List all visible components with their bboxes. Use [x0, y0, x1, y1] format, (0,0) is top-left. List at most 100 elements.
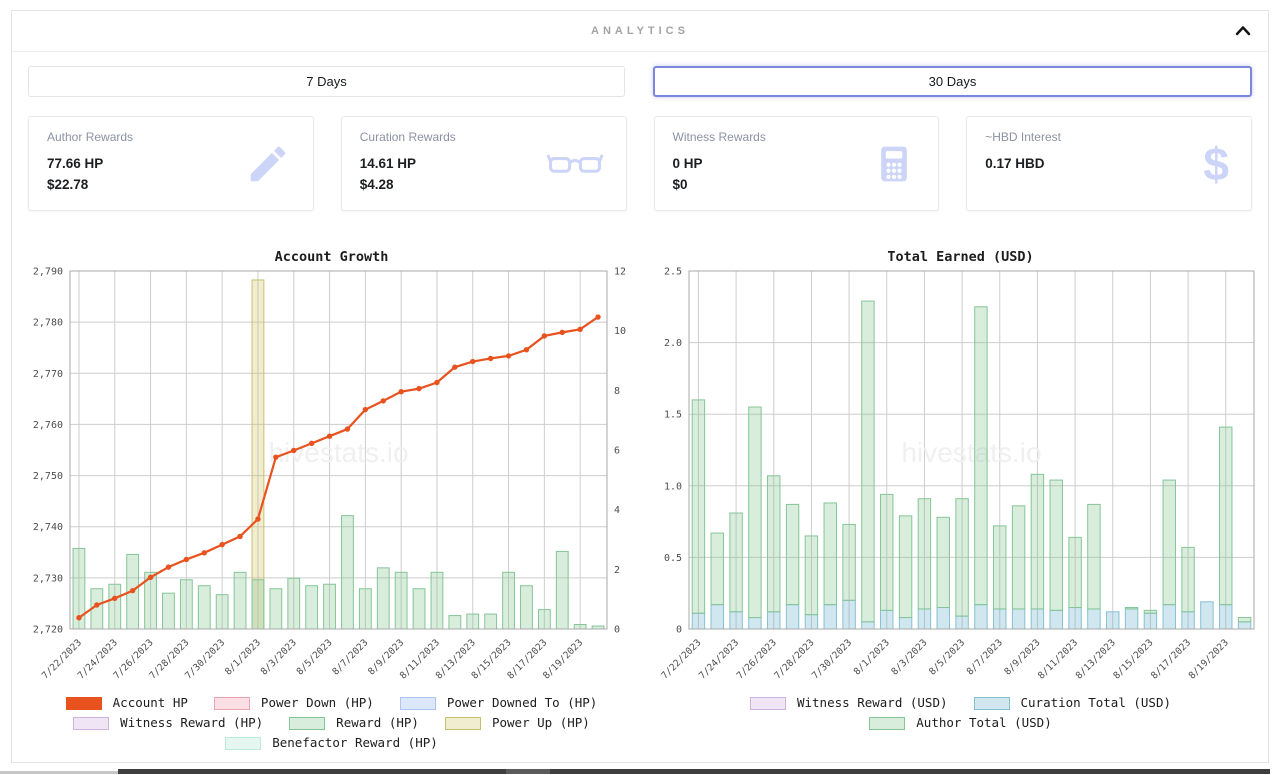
- svg-text:0: 0: [614, 625, 620, 636]
- legend-label: Power Downed To (HP): [446, 695, 598, 710]
- svg-text:8/3/2023: 8/3/2023: [889, 637, 929, 677]
- legend-swatch: [213, 696, 250, 710]
- dollar-icon: $: [1203, 137, 1229, 190]
- legend-item: Author Total (USD): [869, 713, 1052, 733]
- svg-text:8/7/2023: 8/7/2023: [965, 637, 1005, 677]
- legend-swatch: [444, 716, 481, 730]
- legend-label: Account HP: [112, 695, 188, 710]
- total-earned-panel: Total Earned (USD) 0 0.5 1.0 1.5 2.0 2.5 7/22/…: [651, 249, 1268, 753]
- scrollbar-thumb[interactable]: [118, 769, 1270, 774]
- svg-text:1.5: 1.5: [664, 410, 682, 421]
- legend-label: Reward (HP): [336, 715, 419, 730]
- stat-cards: Author Rewards 77.66 HP $22.78 Curation …: [12, 116, 1268, 211]
- legend-row: Account HP Power Down (HP) Power Downed To…: [22, 693, 641, 713]
- chart-title: Total Earned (USD): [887, 249, 1034, 265]
- svg-text:2,730: 2,730: [33, 573, 63, 584]
- legend-swatch: [973, 696, 1010, 710]
- card-label: ~HBD Interest: [985, 130, 1061, 144]
- card-label: Witness Rewards: [672, 130, 766, 144]
- legend-item: Witness Reward (USD): [749, 693, 948, 713]
- svg-text:6: 6: [614, 446, 620, 457]
- legend-item: Witness Reward (HP): [73, 713, 263, 733]
- legend-swatch: [225, 736, 262, 750]
- svg-text:8/5/2023: 8/5/2023: [927, 637, 967, 677]
- svg-text:8/3/2023: 8/3/2023: [259, 637, 299, 677]
- legend-swatch: [399, 696, 436, 710]
- author-rewards-card: Author Rewards 77.66 HP $22.78: [28, 116, 314, 211]
- svg-text:1.0: 1.0: [664, 481, 682, 492]
- date-range-toggle: 7 Days 30 Days: [12, 66, 1268, 97]
- card-usd-value: $4.28: [359, 177, 394, 192]
- pencil-icon: [245, 141, 291, 187]
- account-growth-legend: Account HP Power Down (HP) Power Downed To…: [22, 693, 641, 753]
- legend-label: Witness Reward (USD): [796, 695, 948, 710]
- total-earned-legend: Witness Reward (USD) Curation Total (USD)…: [651, 693, 1268, 733]
- svg-text:2,760: 2,760: [33, 420, 63, 431]
- charts-row: Account Growth 2,720 2,730 2,740 2,750 2,760…: [12, 249, 1268, 753]
- legend-item: Benefactor Reward (HP): [225, 733, 438, 753]
- witness-rewards-card: Witness Rewards 0 HP $0: [653, 116, 940, 211]
- analytics-header: ANALYTICS: [12, 11, 1268, 52]
- legend-row: Witness Reward (HP) Reward (HP) Power Up (…: [22, 713, 641, 733]
- total-earned-chart: 00.51.01.52.02.57/22/20237/24/20237/26/2…: [659, 267, 1255, 682]
- legend-swatch: [289, 716, 326, 730]
- legend-row: Benefactor Reward (HP): [22, 733, 641, 753]
- svg-text:2,750: 2,750: [33, 471, 63, 482]
- scrollbar-thumb-gap: [506, 769, 550, 774]
- range-30days-button[interactable]: 30 Days: [653, 66, 1252, 97]
- svg-text:2,790: 2,790: [33, 267, 63, 278]
- legend-label: Author Total (USD): [916, 715, 1052, 730]
- svg-text:2.0: 2.0: [664, 338, 682, 349]
- glasses-icon: [545, 149, 604, 179]
- svg-text:2,740: 2,740: [33, 522, 63, 533]
- card-label: Author Rewards: [47, 130, 134, 144]
- svg-text:8/7/2023: 8/7/2023: [330, 637, 370, 677]
- legend-swatch: [749, 696, 786, 710]
- card-hp-value: 77.66 HP: [47, 156, 104, 171]
- legend-label: Power Down (HP): [260, 695, 374, 710]
- svg-text:7/30/2023: 7/30/2023: [810, 637, 854, 681]
- legend-row: Author Total (USD): [651, 713, 1268, 733]
- legend-label: Curation Total (USD): [1020, 695, 1172, 710]
- legend-item: Account HP: [65, 693, 188, 713]
- legend-label: Benefactor Reward (HP): [272, 735, 438, 750]
- scrollbar-track-start: [0, 771, 118, 774]
- calculator-icon: [872, 142, 916, 186]
- svg-text:2,780: 2,780: [33, 318, 63, 329]
- card-usd-value: $0: [672, 177, 688, 192]
- analytics-page: ANALYTICS 7 Days 30 Days Author Rewards …: [11, 10, 1269, 763]
- legend-row: Witness Reward (USD) Curation Total (USD): [651, 693, 1268, 713]
- svg-text:8: 8: [614, 386, 620, 397]
- svg-text:8/5/2023: 8/5/2023: [295, 637, 335, 677]
- svg-text:0.5: 0.5: [664, 553, 682, 564]
- svg-text:8/1/2023: 8/1/2023: [223, 637, 263, 677]
- svg-text:4: 4: [614, 505, 620, 516]
- page-title: ANALYTICS: [591, 25, 689, 37]
- account-growth-panel: Account Growth 2,720 2,730 2,740 2,750 2,760…: [22, 249, 641, 753]
- card-hbd-value: 0.17 HBD: [985, 156, 1045, 171]
- legend-label: Witness Reward (HP): [120, 715, 264, 730]
- legend-item: Power Up (HP): [444, 713, 590, 733]
- svg-text:2,770: 2,770: [33, 369, 63, 380]
- svg-text:8/19/2023: 8/19/2023: [1187, 637, 1231, 681]
- svg-text:2,720: 2,720: [33, 625, 63, 636]
- card-hp-value: 14.61 HP: [359, 156, 417, 171]
- horizontal-scrollbar[interactable]: [0, 768, 1280, 775]
- svg-text:12: 12: [614, 267, 626, 278]
- range-7days-button[interactable]: 7 Days: [28, 66, 625, 97]
- chevron-up-icon: [1234, 25, 1252, 40]
- svg-text:8/9/2023: 8/9/2023: [1002, 637, 1042, 677]
- legend-swatch: [73, 716, 110, 730]
- collapse-section-button[interactable]: [1230, 20, 1256, 44]
- svg-text:2: 2: [614, 565, 620, 576]
- svg-text:hivestats.io: hivestats.io: [268, 437, 408, 468]
- card-label: Curation Rewards: [359, 130, 456, 144]
- legend-item: Power Downed To (HP): [399, 693, 598, 713]
- legend-swatch: [869, 716, 906, 730]
- svg-text:0: 0: [676, 625, 682, 636]
- hbd-interest-card: ~HBD Interest 0.17 HBD $: [966, 116, 1252, 211]
- legend-item: Curation Total (USD): [973, 693, 1172, 713]
- legend-item: Reward (HP): [289, 713, 419, 733]
- card-usd-value: $22.78: [47, 177, 89, 192]
- svg-text:hivestats.io: hivestats.io: [901, 437, 1041, 468]
